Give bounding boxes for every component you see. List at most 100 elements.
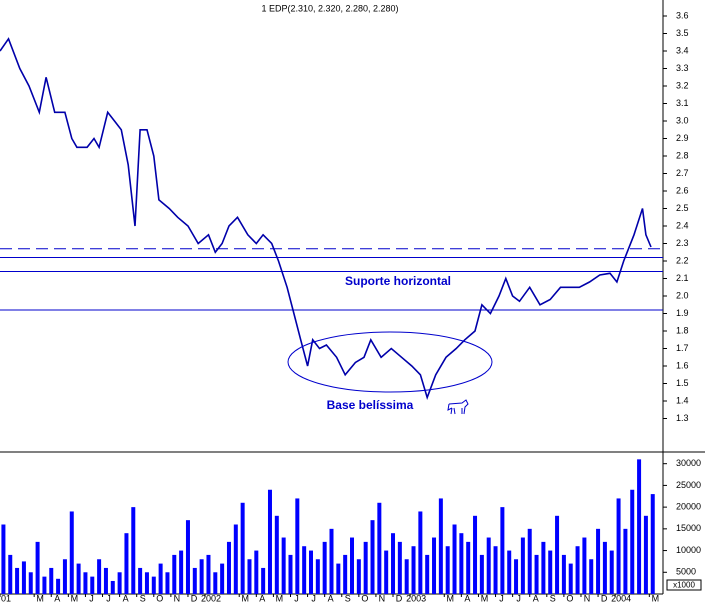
x-tick-label: D: [191, 593, 198, 603]
volume-bar: [445, 546, 450, 594]
x-tick-label: M: [36, 593, 44, 603]
y-tick-label: 3.0: [676, 115, 689, 125]
volume-bar: [144, 572, 149, 594]
chart-title: 1 EDP(2.310, 2.320, 2.280, 2.280): [261, 3, 398, 13]
y-tick-label: 30000: [676, 458, 701, 468]
x-tick-label: S: [345, 593, 351, 603]
x-tick-label: A: [328, 593, 334, 603]
x-tick-label: M: [481, 593, 489, 603]
volume-bar: [172, 554, 177, 594]
volume-bar: [274, 515, 279, 594]
volume-bar: [254, 550, 259, 594]
volume-bar: [438, 498, 443, 594]
volume-bar: [561, 554, 566, 594]
volume-bar: [602, 541, 607, 594]
y-tick-label: 2.8: [676, 150, 689, 160]
y-tick-label: 3.5: [676, 28, 689, 38]
volume-bar: [62, 559, 67, 594]
x-tick-label: A: [464, 593, 470, 603]
volume-bar: [97, 559, 102, 594]
x-tick-label: J: [311, 593, 316, 603]
y-tick-label: 1.5: [676, 378, 689, 388]
y-tick-label: 15000: [676, 523, 701, 533]
volume-bar: [315, 559, 320, 594]
x-tick-label: O: [566, 593, 573, 603]
x-tick-label: N: [174, 593, 181, 603]
y-axis-label: x1000: [673, 581, 695, 590]
x-tick-label: M: [71, 593, 79, 603]
x-tick-label: M: [447, 593, 455, 603]
y-tick-label: 2.0: [676, 290, 689, 300]
y-tick-label: 25000: [676, 480, 701, 490]
volume-bar: [555, 515, 560, 594]
annotation: Suporte horizontal: [345, 274, 451, 288]
volume-bar: [322, 541, 327, 594]
volume-bar: [103, 567, 108, 594]
volume-bar: [637, 459, 642, 594]
volume-bar: [500, 507, 505, 594]
y-tick-label: 2.7: [676, 168, 689, 178]
x-tick-label: 2004: [611, 593, 631, 603]
y-tick-label: 3.3: [676, 63, 689, 73]
volume-bar: [28, 572, 33, 594]
volume-bar: [479, 554, 484, 594]
volume-bar: [56, 578, 61, 594]
volume-bar: [459, 533, 464, 594]
volume-bar: [370, 520, 375, 594]
x-tick-label: O: [156, 593, 163, 603]
volume-bar: [76, 563, 81, 594]
volume-bar: [233, 524, 238, 594]
volume-bar: [110, 580, 115, 594]
volume-bar: [179, 550, 184, 594]
y-tick-label: 3.2: [676, 80, 689, 90]
volume-bar: [384, 550, 389, 594]
y-tick-label: 1.7: [676, 343, 689, 353]
volume-bar: [138, 567, 143, 594]
volume-bar: [35, 541, 40, 594]
y-tick-label: 1.8: [676, 325, 689, 335]
y-tick-label: 2.6: [676, 185, 689, 195]
volume-bar: [226, 541, 231, 594]
volume-bar: [575, 546, 580, 594]
y-tick-label: 1.4: [676, 395, 689, 405]
volume-bar: [90, 576, 95, 594]
volume-bar: [596, 528, 601, 594]
volume-bar: [425, 554, 430, 594]
volume-bar: [165, 572, 170, 594]
volume-bar: [411, 546, 416, 594]
price-line: [0, 37, 652, 401]
volume-bar: [185, 520, 190, 594]
volume-bar: [630, 489, 635, 594]
volume-bar: [507, 550, 512, 594]
x-tick-label: 01: [1, 593, 11, 603]
x-tick-label: D: [601, 593, 608, 603]
y-tick-label: 2.4: [676, 220, 689, 230]
x-tick-label: M: [652, 593, 660, 603]
y-tick-label: 2.2: [676, 255, 689, 265]
volume-bar: [589, 559, 594, 594]
volume-bar: [404, 559, 409, 594]
x-tick-label: N: [379, 593, 386, 603]
volume-bar: [623, 528, 628, 594]
x-tick-label: A: [533, 593, 539, 603]
volume-bar: [643, 515, 648, 594]
volume-bar: [69, 511, 74, 594]
volume-bar: [473, 515, 478, 594]
y-tick-label: 3.1: [676, 98, 689, 108]
unit-box: [666, 579, 702, 591]
volume-bar: [49, 567, 54, 594]
x-tick-label: M: [241, 593, 249, 603]
x-tick-label: 2003: [406, 593, 426, 603]
x-tick-label: D: [396, 593, 403, 603]
bull-icon: [447, 399, 469, 415]
volume-bar: [124, 533, 129, 594]
volume-bar: [295, 498, 300, 594]
volume-bar: [329, 528, 334, 594]
volume-bar: [308, 550, 313, 594]
x-tick-label: S: [140, 593, 146, 603]
volume-bar: [391, 533, 396, 594]
x-tick-label: J: [294, 593, 299, 603]
volume-bar: [452, 524, 457, 594]
volume-bar: [220, 563, 225, 594]
